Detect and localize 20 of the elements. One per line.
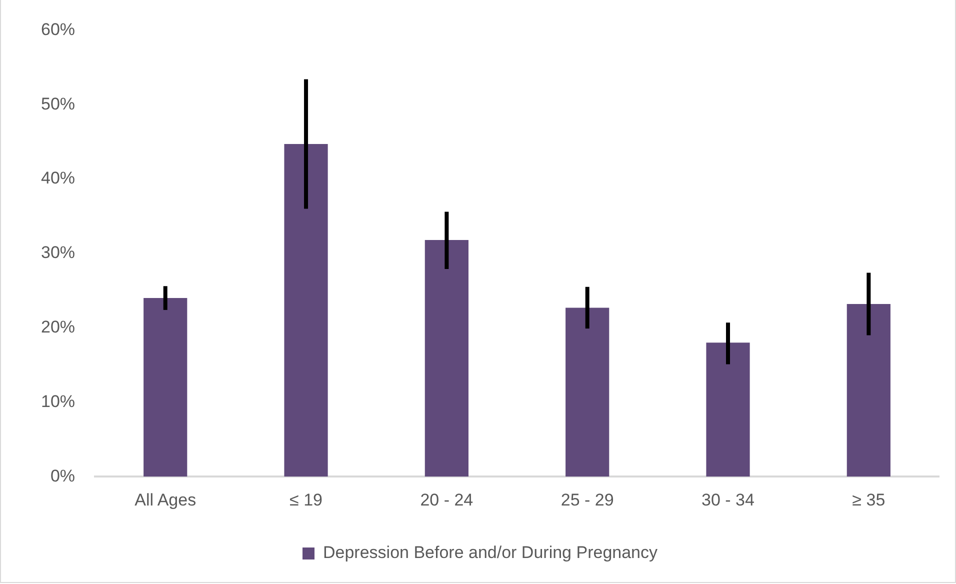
bar	[706, 342, 750, 477]
bar	[566, 308, 610, 477]
x-tick-label: 20 - 24	[420, 490, 474, 510]
bar	[846, 304, 890, 477]
y-tick-label: 60%	[40, 20, 76, 39]
x-tick-label: 30 - 34	[702, 490, 754, 510]
x-tick-label: All Ages	[134, 490, 196, 510]
y-tick-label: 40%	[40, 168, 76, 188]
y-tick-label: 20%	[40, 317, 76, 336]
y-tick-label: 10%	[40, 392, 76, 411]
bar	[284, 144, 328, 477]
y-tick-label: 50%	[40, 94, 76, 114]
legend-label: Depression Before and/or During Pregnancy	[322, 543, 658, 562]
x-tick-label: ≤ 19	[290, 490, 323, 510]
y-tick-label: 0%	[50, 466, 76, 486]
bar	[424, 240, 468, 477]
y-tick-label: 30%	[40, 243, 76, 262]
x-tick-label: ≥ 35	[852, 490, 886, 510]
bar	[144, 298, 188, 477]
x-tick-label: 25 - 29	[560, 490, 614, 510]
